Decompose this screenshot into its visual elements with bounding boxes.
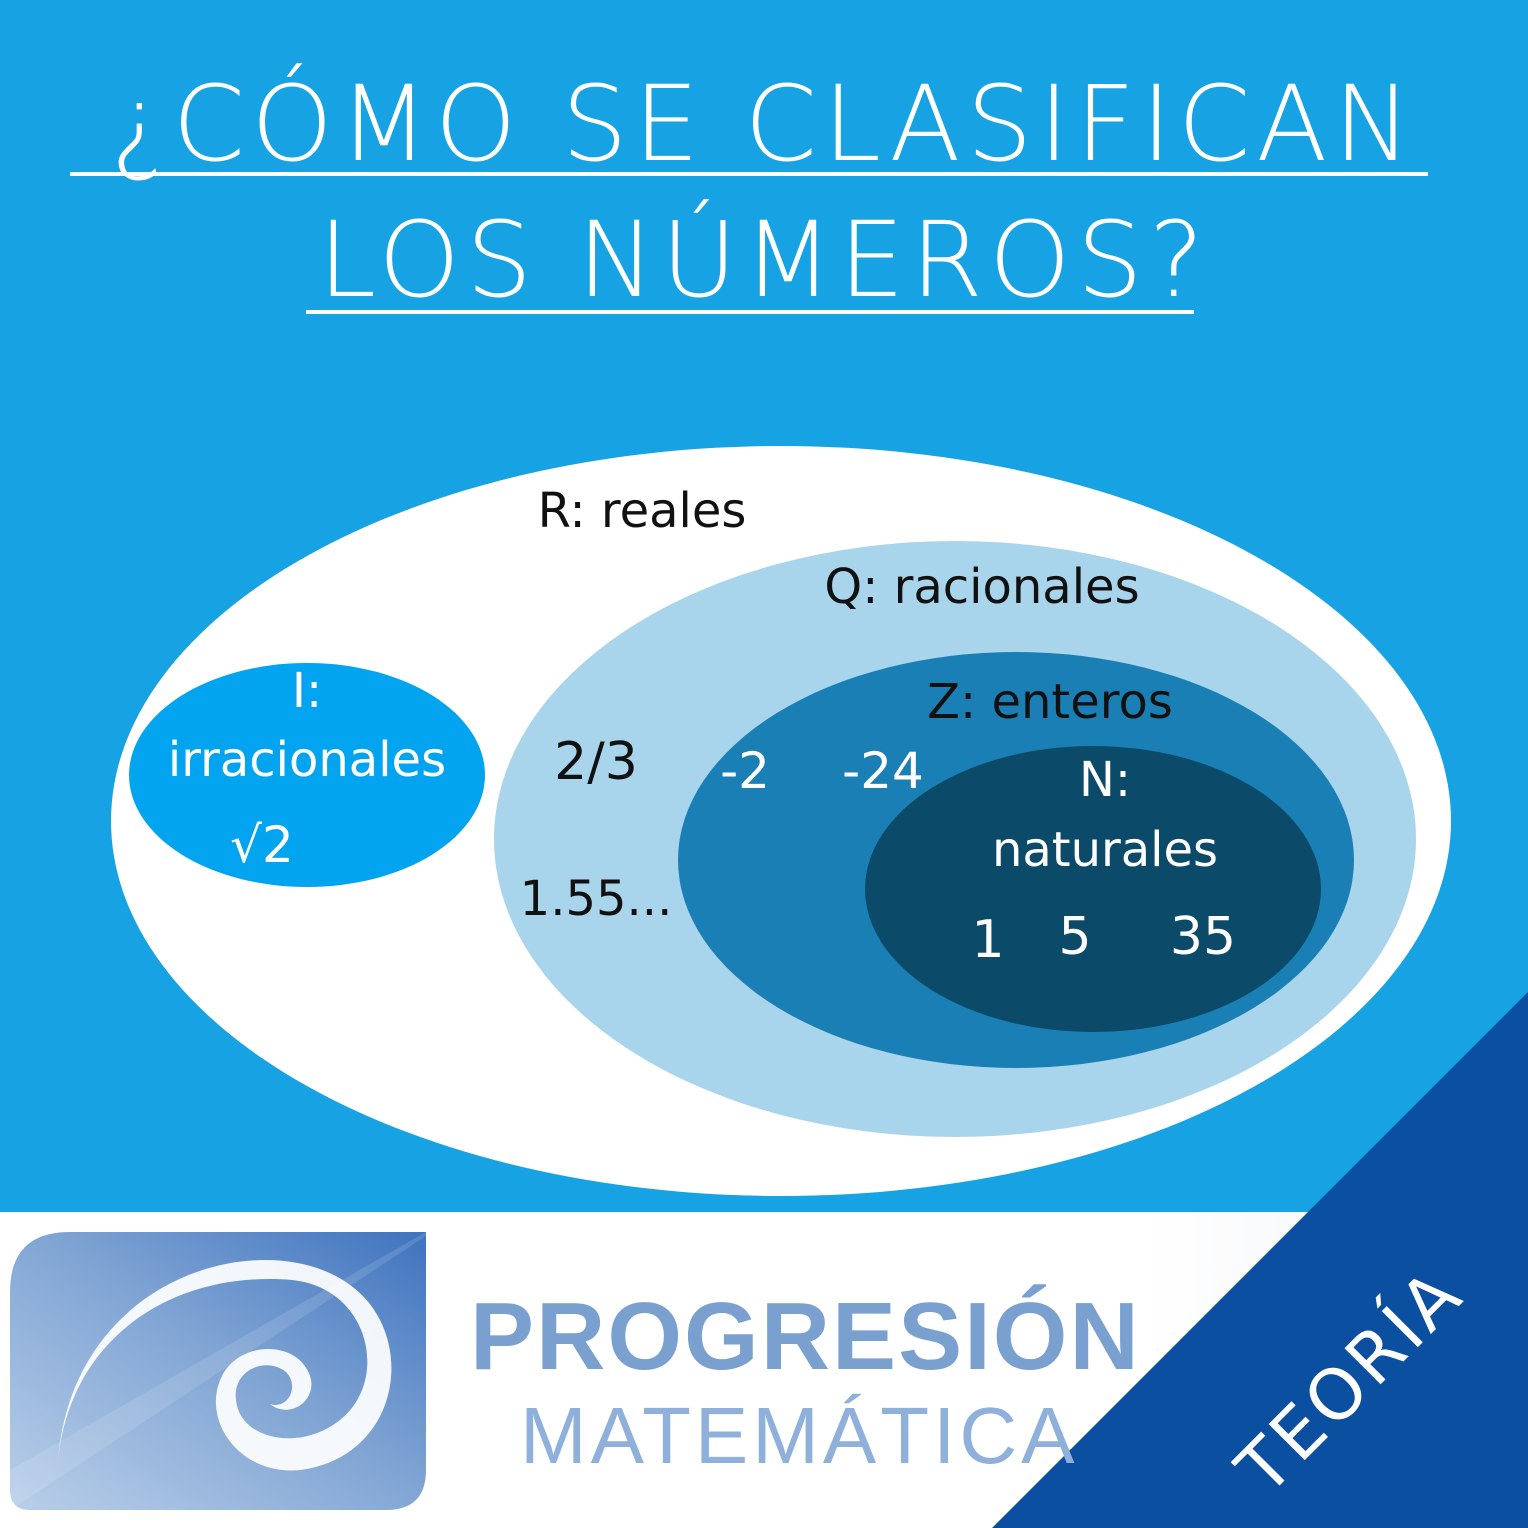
title-underline-1 (70, 172, 1428, 176)
title-underline-2 (306, 310, 1194, 314)
brand-name-line-2: MATEMÁTICA (520, 1391, 1079, 1480)
example-thirty-five: 35 (1170, 907, 1236, 967)
irracionales-label-name: irracionales (168, 732, 446, 788)
naturales-label-name: naturales (992, 822, 1218, 878)
teoria-corner (992, 992, 1528, 1528)
example-two-thirds: 2/3 (554, 732, 638, 792)
brand-name-line-1: PROGRESIÓN (470, 1283, 1141, 1390)
example-sqrt2: √2 (230, 816, 294, 874)
example-minus-twenty-four: -24 (842, 742, 924, 800)
reales-label: R: reales (538, 483, 747, 539)
naturales-set (865, 746, 1321, 1032)
racionales-label: Q: racionales (824, 559, 1139, 615)
example-one: 1 (971, 910, 1004, 970)
spiral-icon (58, 1260, 392, 1471)
example-minus-two: -2 (720, 742, 770, 800)
title-line-2: LOS NÚMEROS? (318, 199, 1210, 321)
irracionales-label-symbol: I: (292, 663, 322, 719)
example-periodic-decimal: 1.55... (520, 871, 673, 927)
example-five: 5 (1058, 907, 1091, 967)
naturales-label-symbol: N: (1079, 752, 1131, 808)
title-line-1: ¿CÓMO SE CLASIFICAN (110, 63, 1418, 185)
enteros-label: Z: enteros (927, 674, 1173, 730)
irracionales-set (129, 663, 485, 887)
